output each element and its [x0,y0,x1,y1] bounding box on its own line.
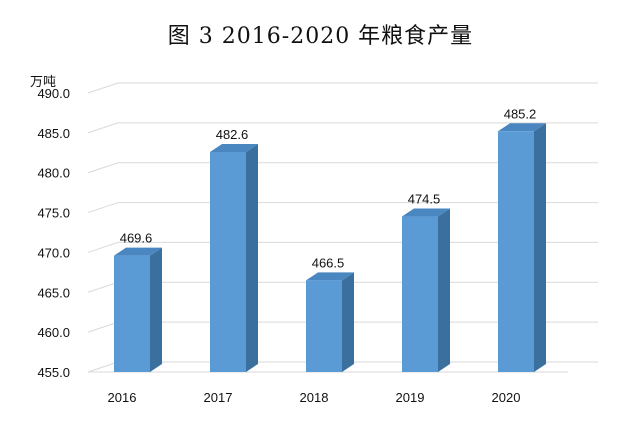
y-tick-label: 460.0 [37,325,70,340]
gridline [87,162,598,174]
data-label: 482.6 [216,127,249,142]
x-tick-label: 2020 [492,390,521,405]
bar-side-face [342,272,354,372]
bar-front-face [114,255,150,372]
gridline [87,122,598,134]
bar-front-face [306,280,342,372]
x-tick-label: 2018 [300,390,329,405]
bar-side-face [150,247,162,372]
data-label: 474.5 [408,192,441,207]
bar-front-face [210,151,246,372]
y-tick-label: 470.0 [37,245,70,260]
bar-front-face [402,216,438,372]
data-label: 466.5 [312,255,345,270]
bar-front-face [498,131,534,372]
bar-2020 [498,123,546,373]
bar-side-face [438,208,450,372]
bar-top-face [306,272,354,281]
bar-top-face [402,208,450,217]
y-tick-label: 465.0 [37,285,70,300]
bar-2017 [210,143,258,372]
gridline [87,202,598,214]
data-label: 469.6 [120,231,153,246]
y-tick-label: 490.0 [37,86,70,101]
bar-top-face [498,123,546,132]
y-tick-label: 480.0 [37,166,70,181]
x-tick-label: 2017 [204,390,233,405]
y-tick-label: 455.0 [37,365,70,380]
y-tick-label: 485.0 [37,126,70,141]
bar-side-face [246,143,258,372]
bar-side-face [534,123,546,373]
chart-title: 图 3 2016-2020 年粮食产量 [167,24,474,49]
bar-2018 [306,272,354,372]
y-tick-label: 475.0 [37,206,70,221]
x-tick-label: 2019 [396,390,425,405]
bar-2019 [402,208,450,372]
x-tick-label: 2016 [108,390,137,405]
data-label: 485.2 [504,106,537,121]
bars [114,123,546,373]
bar-top-face [114,247,162,256]
data-labels: 469.6 482.6 466.5 474.5 485.2 [120,106,537,270]
bar-top-face [210,143,258,152]
gridline [87,82,598,94]
y-axis: 455.0 460.0 465.0 470.0 475.0 480.0 485.0 490.0… [37,86,520,405]
bar-2016 [114,247,162,372]
y-axis-unit-label: 万吨 [30,75,56,90]
